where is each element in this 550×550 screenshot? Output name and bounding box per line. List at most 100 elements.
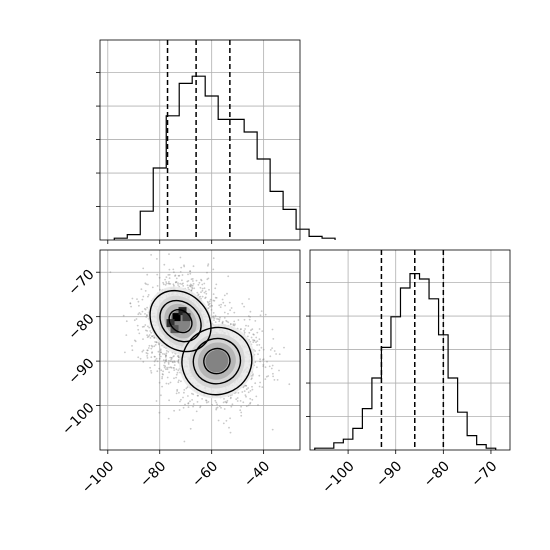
scatter-point (193, 287, 196, 290)
scatter-point (187, 402, 190, 405)
scatter-point (150, 370, 152, 372)
scatter-point (216, 406, 219, 409)
scatter-point (131, 345, 133, 347)
scatter-point (133, 339, 136, 342)
scatter-point (247, 335, 249, 338)
scatter-point (142, 295, 145, 298)
scatter-point (245, 388, 248, 391)
scatter-point (219, 306, 222, 308)
scatter-point (151, 286, 154, 289)
scatter-point (168, 273, 171, 276)
scatter-point (249, 397, 252, 400)
scatter-point (187, 406, 190, 408)
scatter-point (244, 384, 247, 387)
scatter-point (147, 335, 150, 338)
scatter-point (217, 419, 220, 422)
scatter-point (225, 419, 228, 422)
scatter-point (138, 332, 141, 335)
scatter-point (245, 405, 248, 408)
scatter-point (179, 271, 182, 273)
scatter-point (221, 320, 224, 323)
scatter-point (146, 273, 149, 276)
scatter-point (189, 400, 191, 403)
scatter-point (214, 314, 217, 317)
scatter-point (240, 414, 243, 417)
scatter-point (278, 353, 281, 356)
scatter-point (264, 366, 267, 369)
scatter-point (256, 340, 259, 342)
scatter-point (145, 329, 147, 332)
scatter-point (160, 394, 162, 397)
scatter-point (173, 360, 176, 362)
scatter-point (141, 326, 144, 328)
scatter-point (192, 419, 194, 421)
scatter-point (173, 409, 176, 412)
scatter-point (136, 324, 139, 327)
scatter-point (146, 355, 149, 357)
scatter-point (160, 351, 162, 354)
scatter-point (223, 408, 226, 410)
scatter-point (142, 267, 145, 270)
scatter-point (173, 367, 176, 369)
scatter-point (162, 283, 165, 286)
scatter-point (215, 401, 218, 404)
scatter-point (175, 281, 178, 283)
scatter-point (248, 318, 251, 321)
scatter-point (177, 274, 180, 277)
scatter-point (229, 323, 232, 326)
scatter-point (153, 345, 156, 348)
scatter-point (125, 334, 128, 336)
scatter-point (148, 344, 151, 347)
scatter-point (252, 341, 255, 343)
scatter-point (245, 384, 248, 387)
scatter-point (167, 363, 170, 365)
scatter-point (150, 331, 153, 334)
scatter-point (232, 324, 235, 327)
scatter-point (145, 283, 148, 285)
scatter-point (175, 281, 177, 284)
scatter-point (146, 349, 149, 352)
scatter-point (251, 388, 254, 391)
scatter-point (173, 355, 175, 357)
scatter-point (179, 400, 181, 403)
scatter-point (133, 319, 136, 322)
scatter-point (262, 348, 265, 351)
scatter-point (213, 319, 215, 321)
scatter-point (174, 274, 177, 277)
scatter-point (216, 318, 218, 320)
scatter-point (141, 310, 144, 313)
scatter-point (137, 313, 140, 316)
scatter-point (177, 360, 180, 363)
scatter-point (223, 398, 225, 400)
scatter-point (272, 375, 274, 378)
scatter-point (207, 307, 210, 309)
scatter-point (262, 358, 265, 361)
scatter-point (179, 282, 182, 285)
scatter-point (168, 371, 171, 374)
hist-top-histogram-line (113, 75, 336, 240)
scatter-point (178, 379, 180, 382)
scatter-point (149, 366, 152, 369)
scatter-point (262, 365, 265, 368)
scatter-point (182, 396, 184, 399)
scatter-point (256, 366, 258, 369)
scatter-point (151, 335, 154, 338)
scatter-point (269, 355, 272, 358)
density-core-cell-3 (182, 313, 191, 322)
scatter-point (144, 307, 146, 310)
scatter-point (175, 277, 178, 280)
scatter-point (218, 405, 221, 408)
scatter-point (150, 347, 153, 350)
scatter-point (165, 358, 168, 361)
scatter-point (271, 328, 274, 331)
scatter-point (149, 337, 152, 339)
scatter-point (169, 366, 172, 368)
scatter-point (159, 349, 162, 352)
scatter-point (191, 278, 194, 280)
scatter-point (203, 287, 206, 290)
scatter-point (149, 330, 152, 332)
scatter-point (247, 404, 250, 407)
scatter-point (150, 371, 153, 374)
scatter-point (187, 286, 190, 289)
